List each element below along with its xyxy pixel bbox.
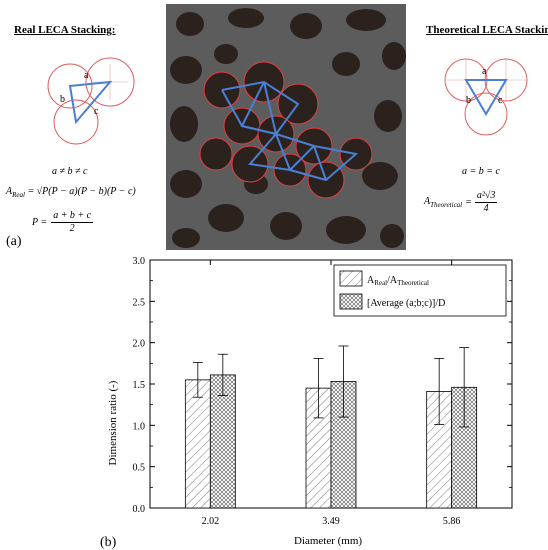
real-side-a: a xyxy=(84,70,89,81)
real-circle-1 xyxy=(47,63,93,109)
y-tick-label: 0.5 xyxy=(133,463,146,474)
legend-box xyxy=(333,264,507,317)
theoretical-side-c: c xyxy=(498,95,503,106)
bar-real-over-theoretical xyxy=(184,379,211,509)
panel-b-label: (b) xyxy=(100,535,117,550)
theoretical-triangle xyxy=(464,79,508,116)
real-triangle xyxy=(68,80,113,125)
legend-swatch-crosshatch xyxy=(339,293,363,310)
real-stacking-title: Real LECA Stacking: xyxy=(14,24,116,36)
theoretical-side-b: b xyxy=(466,95,471,106)
real-p-eq: P = a + b + c 2 xyxy=(32,210,94,234)
real-side-c: c xyxy=(94,106,99,117)
theoretical-stacking-diagram: a b c xyxy=(444,58,528,136)
y-tick-label: 2.0 xyxy=(133,339,146,350)
theoretical-area-eq: ATheoretical = a²√3 4 xyxy=(424,190,498,214)
x-tick-label: 2.02 xyxy=(202,516,220,527)
y-tick-label: 3.0 xyxy=(133,256,146,267)
y-tick-label: 1.0 xyxy=(133,421,146,432)
x-tick-label: 5.86 xyxy=(443,516,461,527)
leca-photo xyxy=(166,4,406,250)
y-tick-label: 2.5 xyxy=(133,297,146,308)
legend-swatch-hatch xyxy=(339,270,363,287)
real-area-eq: AReal = √P(P − a)(P − b)(P − c) xyxy=(6,186,136,199)
x-axis-label: Diameter (mm) xyxy=(294,535,362,547)
y-tick-label: 1.5 xyxy=(133,380,146,391)
real-inequality-eq: a ≠ b ≠ c xyxy=(52,166,88,177)
panel-a-label: (a) xyxy=(6,234,22,249)
x-tick-label: 3.49 xyxy=(322,516,340,527)
y-axis-label: Dimension ratio (-) xyxy=(107,380,119,465)
theoretical-side-a: a xyxy=(482,66,487,77)
theoretical-equality-eq: a = b = c xyxy=(462,166,500,177)
real-circle-2 xyxy=(85,57,135,107)
dimension-ratio-chart: 0.0 0.5 1.0 1.5 2.0 2.5 3.0 2.02 3.49 5.86 AReal/… xyxy=(100,256,513,550)
y-tick-label: 0.0 xyxy=(133,504,146,515)
real-stacking-diagram: a b c xyxy=(47,57,135,145)
legend-label-real-over-theoretical: AReal/ATheoretical xyxy=(367,275,429,287)
theoretical-circle-3 xyxy=(464,92,508,136)
legend-label-average: [Average (a;b;c)]/D xyxy=(367,298,445,309)
chart-legend: AReal/ATheoretical [Average (a;b;c)]/D xyxy=(333,264,507,317)
real-side-b: b xyxy=(60,94,65,105)
real-circle-3 xyxy=(53,99,99,145)
theoretical-stacking-title: Theoretical LECA Stacking: xyxy=(426,24,548,36)
